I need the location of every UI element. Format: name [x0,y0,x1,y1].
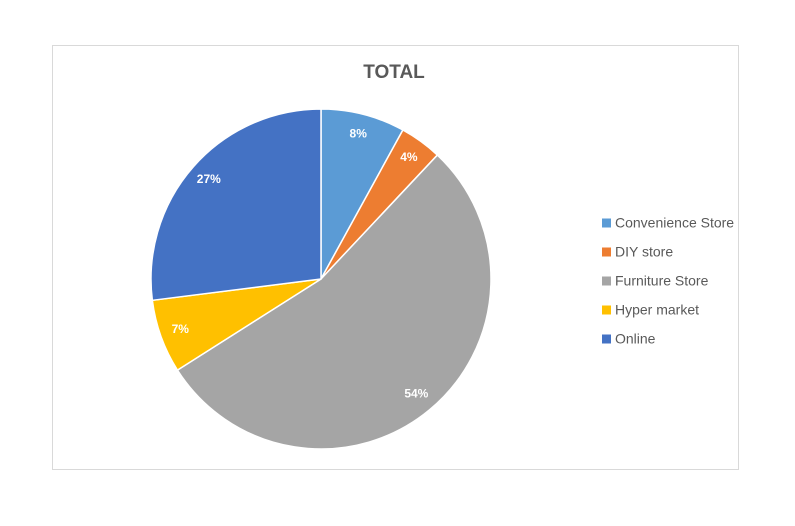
legend-text: Hyper market [615,302,699,318]
chart-title: TOTAL [363,62,425,83]
legend-swatch [602,276,611,286]
value-label: 8% [350,126,368,140]
pie-slice [150,108,322,302]
value-label: 4% [400,150,418,164]
legend-swatch [602,334,611,344]
legend-swatch [602,247,611,257]
value-label: 7% [172,322,190,336]
value-label: 27% [197,172,221,186]
legend-text: DIY store [615,244,673,260]
legend-text: Furniture Store [615,273,709,289]
legend-swatch [602,305,611,315]
legend-swatch [602,218,611,228]
legend-text: Convenience Store [615,215,734,231]
value-label: 54% [404,386,428,400]
pie-slice [176,154,492,450]
legend-text: Online [615,331,656,347]
